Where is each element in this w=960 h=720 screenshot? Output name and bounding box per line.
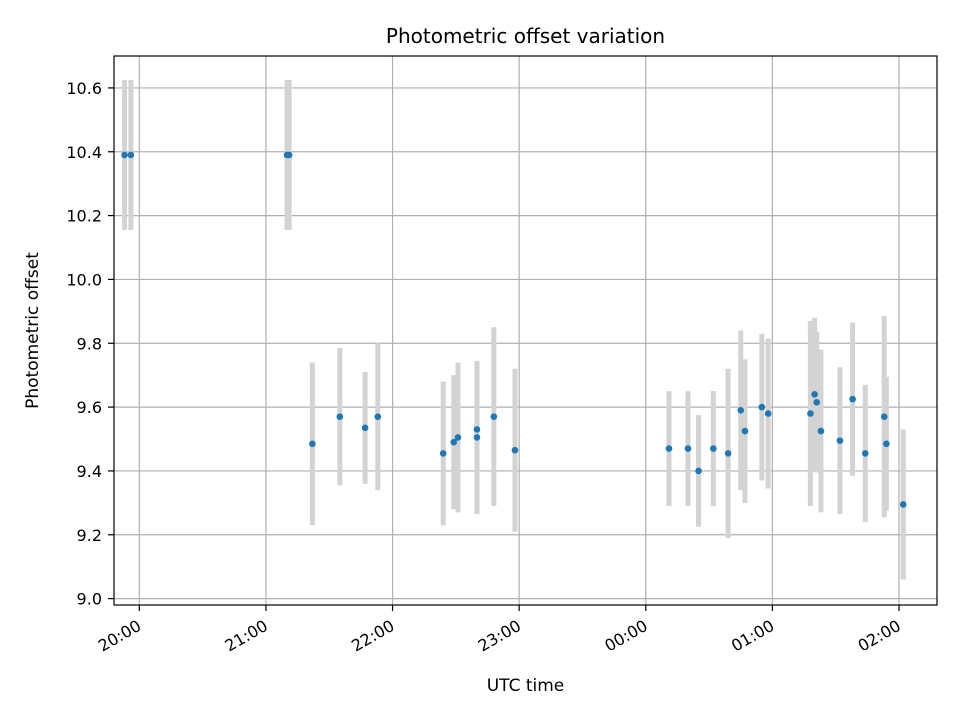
- y-tick-label: 10.4: [66, 143, 102, 162]
- data-point: [765, 410, 772, 417]
- data-point: [286, 152, 293, 159]
- data-point: [336, 413, 343, 420]
- data-point: [474, 434, 481, 441]
- data-point: [883, 441, 890, 448]
- data-point: [759, 404, 766, 411]
- data-point: [881, 413, 888, 420]
- chart-title: Photometric offset variation: [386, 24, 665, 48]
- y-tick-label: 9.6: [77, 398, 102, 417]
- data-point: [455, 434, 462, 441]
- data-point: [807, 410, 814, 417]
- chart: 20:00 21:00 22:00 23:00 00:00 01:00 02:009.09.…: [0, 0, 960, 720]
- y-tick-label: 9.0: [77, 590, 102, 609]
- data-point: [695, 468, 702, 475]
- data-point: [685, 445, 692, 452]
- data-point: [725, 450, 732, 457]
- data-point: [811, 391, 818, 398]
- y-tick-label: 10.2: [66, 207, 102, 226]
- data-point: [818, 428, 825, 435]
- data-point: [900, 501, 907, 508]
- y-tick-label: 9.8: [77, 334, 102, 353]
- y-tick-label: 9.2: [77, 526, 102, 545]
- data-point: [491, 413, 498, 420]
- data-point: [837, 437, 844, 444]
- y-tick-label: 9.4: [77, 462, 102, 481]
- y-tick-label: 10.0: [66, 270, 102, 289]
- data-point: [862, 450, 869, 457]
- data-point: [666, 445, 673, 452]
- y-axis-title: Photometric offset: [23, 252, 43, 409]
- data-point: [362, 425, 369, 432]
- data-point: [710, 445, 717, 452]
- data-point: [309, 441, 316, 448]
- data-point: [742, 428, 749, 435]
- data-point: [512, 447, 519, 454]
- data-point: [374, 413, 381, 420]
- x-axis-title: UTC time: [487, 676, 565, 696]
- data-point: [813, 399, 820, 406]
- data-point: [121, 152, 128, 159]
- data-point: [440, 450, 447, 457]
- y-tick-label: 10.6: [66, 79, 102, 98]
- data-point: [737, 407, 744, 414]
- data-point: [849, 396, 856, 403]
- data-point: [474, 426, 481, 433]
- data-point: [128, 152, 135, 159]
